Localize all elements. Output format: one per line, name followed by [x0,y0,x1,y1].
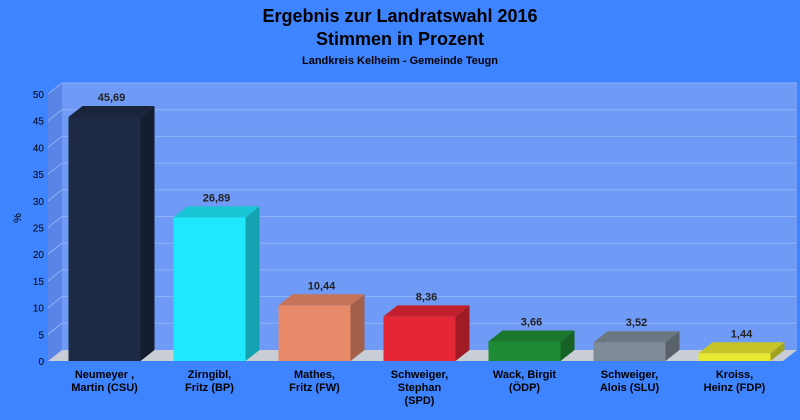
value-label: 1,44 [731,328,753,340]
bar-side [560,330,575,361]
value-label: 8,36 [416,291,437,303]
category-label: Schweiger, Alois (SLU) [600,369,660,394]
bar [593,331,680,361]
bar [173,206,260,361]
bar [68,106,155,361]
value-label: 3,52 [626,317,647,329]
value-labels: 45,69 26,89 10,44 8,36 3,66 3,52 1,44 [98,92,753,340]
bar-front [488,341,561,361]
grid-line-side [47,189,63,202]
bar-top [488,330,575,342]
chart-subtitle: Landkreis Kelheim - Gemeinde Teugn [302,55,498,67]
bar-top [593,331,680,343]
bar [698,342,785,361]
y-tick-label: 20 [33,250,45,261]
chart-title-line2: Stimmen in Prozent [316,29,484,49]
bar-front [383,316,456,361]
grid-line-side [47,162,63,175]
value-label: 45,69 [98,92,126,104]
bar-top [383,305,470,317]
y-tick-label: 15 [33,277,45,288]
bar-front [173,217,246,361]
bar [278,294,365,361]
grid-line-side [47,136,63,148]
category-label: Neumeyer , Martin (CSU) [71,369,138,394]
value-label: 3,66 [521,316,542,328]
bar-front [68,117,141,361]
y-tick-label: 25 [33,224,45,235]
bar [488,330,575,361]
y-tick-label: 5 [38,330,44,341]
y-axis-label: % [12,213,24,223]
bar-side [665,331,680,361]
bar-side [455,305,470,361]
value-label: 10,44 [308,280,336,292]
category-labels: Neumeyer , Martin (CSU) Zirngibl, Fritz (BP… [71,369,765,407]
grid-line-side [47,242,63,255]
y-tick-label: 30 [33,197,45,208]
bar-top [698,342,785,354]
y-tick-label: 45 [33,117,45,128]
bar-front [593,342,666,361]
category-label: Schweiger, Stephan (SPD) [391,369,448,407]
category-label: Mathes, Fritz (FW) [289,369,340,394]
grid-line-side [47,109,63,122]
y-tick-label: 35 [33,170,45,181]
bar-top [278,294,365,306]
bar-side [245,206,260,361]
y-tick-label: 40 [33,143,45,154]
y-tick-label: 0 [38,357,44,368]
category-label: Wack, Birgit (ÖDP) [493,369,556,394]
grid-line-side [47,82,63,95]
bar-top [68,106,155,118]
bar-side [140,106,155,361]
chart-title-line1: Ergebnis zur Landratswahl 2016 [262,6,537,26]
bars [68,106,785,361]
grid-line-side [47,216,63,228]
bar-side [350,294,365,361]
value-label: 26,89 [203,192,231,204]
grid-line-side [47,269,63,282]
y-axis: 0 5 10 15 20 25 30 35 40 45 50 [33,90,45,368]
bar-side [770,342,785,361]
grid-line-side [47,322,63,335]
bar [383,305,470,361]
y-tick-label: 50 [33,90,45,101]
category-label: Zirngibl, Fritz (BP) [185,369,234,394]
grid-line-side [47,296,63,308]
y-tick-label: 10 [33,304,45,315]
bar-front [278,305,351,361]
bar-front [698,353,771,361]
bar-top [173,206,260,218]
category-label: Kroiss, Heinz (FDP) [704,369,766,394]
